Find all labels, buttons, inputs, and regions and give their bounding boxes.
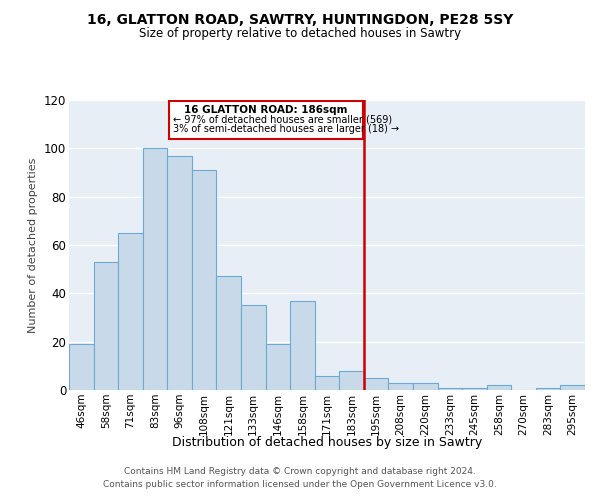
Bar xyxy=(560,385,585,390)
Bar xyxy=(339,370,364,390)
Bar xyxy=(241,306,266,390)
Text: Contains HM Land Registry data © Crown copyright and database right 2024.: Contains HM Land Registry data © Crown c… xyxy=(124,467,476,476)
Bar xyxy=(413,383,437,390)
Bar xyxy=(118,233,143,390)
Text: 16 GLATTON ROAD: 186sqm: 16 GLATTON ROAD: 186sqm xyxy=(184,105,347,115)
Bar xyxy=(364,378,388,390)
Bar xyxy=(290,300,315,390)
Text: Contains public sector information licensed under the Open Government Licence v3: Contains public sector information licen… xyxy=(103,480,497,489)
Bar xyxy=(266,344,290,390)
FancyBboxPatch shape xyxy=(169,101,362,138)
Bar xyxy=(143,148,167,390)
Text: 16, GLATTON ROAD, SAWTRY, HUNTINGDON, PE28 5SY: 16, GLATTON ROAD, SAWTRY, HUNTINGDON, PE… xyxy=(87,12,513,26)
Bar xyxy=(192,170,217,390)
Bar xyxy=(94,262,118,390)
Bar xyxy=(536,388,560,390)
Bar xyxy=(217,276,241,390)
Text: ← 97% of detached houses are smaller (569): ← 97% of detached houses are smaller (56… xyxy=(173,114,392,124)
Bar xyxy=(487,385,511,390)
Text: Distribution of detached houses by size in Sawtry: Distribution of detached houses by size … xyxy=(172,436,482,449)
Bar xyxy=(167,156,192,390)
Bar xyxy=(315,376,339,390)
Text: 3% of semi-detached houses are larger (18) →: 3% of semi-detached houses are larger (1… xyxy=(173,124,400,134)
Bar xyxy=(69,344,94,390)
Y-axis label: Number of detached properties: Number of detached properties xyxy=(28,158,38,332)
Bar xyxy=(437,388,462,390)
Bar xyxy=(462,388,487,390)
Text: Size of property relative to detached houses in Sawtry: Size of property relative to detached ho… xyxy=(139,28,461,40)
Bar xyxy=(388,383,413,390)
